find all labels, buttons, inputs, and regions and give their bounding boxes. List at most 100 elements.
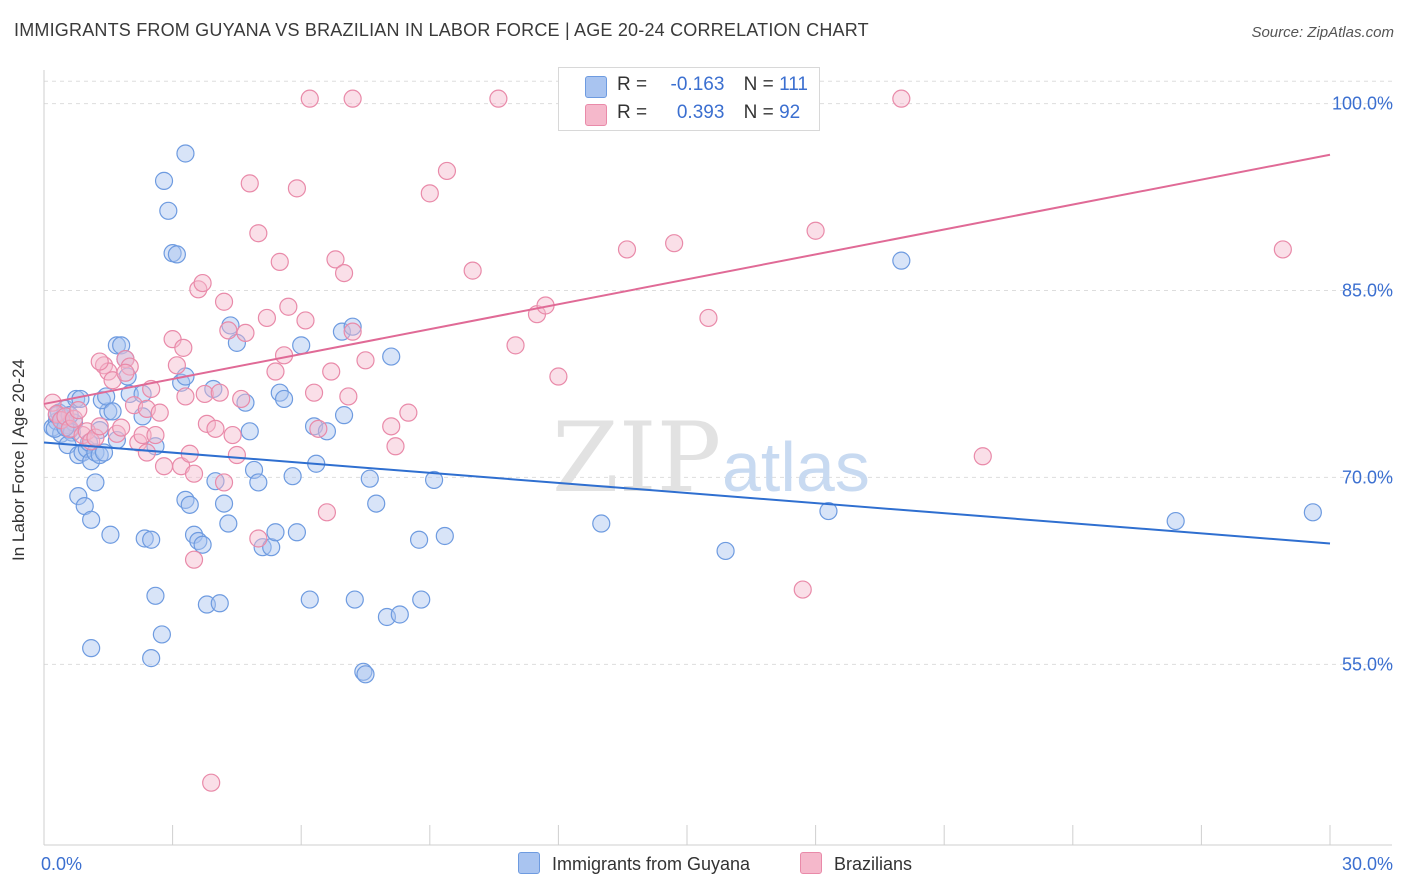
brazilians-point xyxy=(146,425,165,445)
guyana-point xyxy=(412,590,431,609)
guyana-point xyxy=(99,402,118,421)
brazilians-point xyxy=(892,89,911,108)
brazilians-point xyxy=(137,443,156,462)
brazilians-point xyxy=(463,261,482,280)
brazilians-point xyxy=(197,414,216,433)
guyana-point xyxy=(382,347,401,366)
source-credit: Source: ZipAtlas.com xyxy=(1251,24,1394,41)
guyana-point xyxy=(300,590,319,609)
brazilians-point xyxy=(270,252,289,271)
brazilians-point xyxy=(240,174,259,193)
brazilians-point xyxy=(214,473,234,492)
brazilians-point xyxy=(343,322,362,341)
guyana-point xyxy=(249,473,268,492)
brazilians-point xyxy=(174,338,193,357)
guyana-point xyxy=(283,467,302,486)
y-axis-label: In Labor Force | Age 20-24 xyxy=(9,359,28,561)
guyana-point xyxy=(167,245,186,264)
brazilians-point xyxy=(326,250,345,269)
x-tick-label: 30.0% xyxy=(1342,854,1393,874)
brazilians-point xyxy=(437,161,457,181)
brazilians-point xyxy=(304,383,324,402)
bottom-legend-swatch-brazilians xyxy=(800,852,822,874)
guyana-point xyxy=(154,171,174,190)
guyana-point xyxy=(367,494,386,513)
guyana-point xyxy=(360,469,379,488)
guyana-point xyxy=(356,665,375,684)
bottom-legend-guyana: Immigrants from Guyana xyxy=(518,852,750,875)
brazilians-point xyxy=(206,419,225,438)
brazilians-point xyxy=(184,550,204,569)
brazilians-point xyxy=(309,419,328,438)
brazilians-point xyxy=(232,389,251,409)
brazilians-point xyxy=(133,425,152,445)
legend-r-label: R = xyxy=(617,74,648,95)
guyana-point xyxy=(266,523,285,542)
guyana-point xyxy=(152,625,171,644)
legend-r-label: R = xyxy=(617,102,648,123)
brazilians-point xyxy=(287,179,307,198)
guyana-point xyxy=(103,402,122,421)
brazilians-point xyxy=(339,387,358,406)
brazilians-point xyxy=(420,184,439,203)
correlation-legend: R = -0.163 N = 111 R = 0.393 N = 92 xyxy=(558,67,820,131)
watermark: ZIP atlas xyxy=(552,402,870,514)
guyana-point xyxy=(287,523,307,542)
guyana-point xyxy=(180,495,199,514)
brazilians-point xyxy=(219,321,238,340)
guyana-point xyxy=(240,422,259,441)
guyana-point xyxy=(409,530,429,549)
brazilians-point xyxy=(317,503,337,522)
brazilians-point xyxy=(150,403,169,422)
brazilians-point xyxy=(399,403,418,422)
guyana-point xyxy=(334,406,354,425)
guyana-point xyxy=(332,322,352,341)
gridlines xyxy=(44,80,1392,665)
guyana-point xyxy=(343,317,362,336)
bottom-legend-label-guyana: Immigrants from Guyana xyxy=(552,854,751,874)
legend-swatch-brazilians xyxy=(585,104,607,126)
brazilians-point xyxy=(806,221,825,240)
guyana-point xyxy=(435,526,454,546)
brazilians-point xyxy=(167,356,186,375)
axes xyxy=(43,70,1392,846)
legend-r-value-guyana: -0.163 xyxy=(670,74,725,95)
brazilians-point xyxy=(195,384,214,404)
guyana-point xyxy=(86,473,105,492)
guyana-point xyxy=(107,336,126,355)
legend-n-label: N = xyxy=(743,74,774,95)
guyana-point xyxy=(69,487,88,506)
y-tick-label: 55.0% xyxy=(1342,654,1393,674)
y-tick-label: 100.0% xyxy=(1332,94,1393,114)
guyana-point xyxy=(274,389,294,409)
brazilians-point xyxy=(69,401,88,420)
guyana-point xyxy=(142,649,161,668)
brazilians-point xyxy=(236,323,255,343)
legend-n-label: N = xyxy=(743,102,774,123)
brazilians-point xyxy=(257,308,277,328)
guyana-point xyxy=(159,201,178,220)
guyana-point xyxy=(390,605,409,624)
guyana-point xyxy=(176,144,195,163)
brazilians-point xyxy=(90,417,109,436)
brazilians-point xyxy=(699,308,718,328)
brazilians-point xyxy=(64,409,84,428)
guyana-point xyxy=(82,510,101,529)
x-tick-label: 0.0% xyxy=(41,854,82,874)
guyana-point xyxy=(716,541,735,561)
brazilians-point xyxy=(266,362,285,381)
watermark-zip: ZIP xyxy=(552,402,721,514)
guyana-point xyxy=(1303,503,1322,522)
guyana-point xyxy=(135,529,154,548)
legend-n-value-guyana: 111 xyxy=(779,74,808,95)
brazilians-point xyxy=(112,418,131,437)
bottom-legend-label-brazilians: Brazilians xyxy=(834,854,913,874)
guyana-point xyxy=(112,336,131,355)
brazilians-point xyxy=(549,367,568,386)
brazilians-point xyxy=(382,417,401,436)
brazilians-point xyxy=(1273,240,1292,259)
brazilians-point xyxy=(973,447,992,466)
guyana-point xyxy=(210,594,229,613)
brazilians-point xyxy=(90,352,109,371)
